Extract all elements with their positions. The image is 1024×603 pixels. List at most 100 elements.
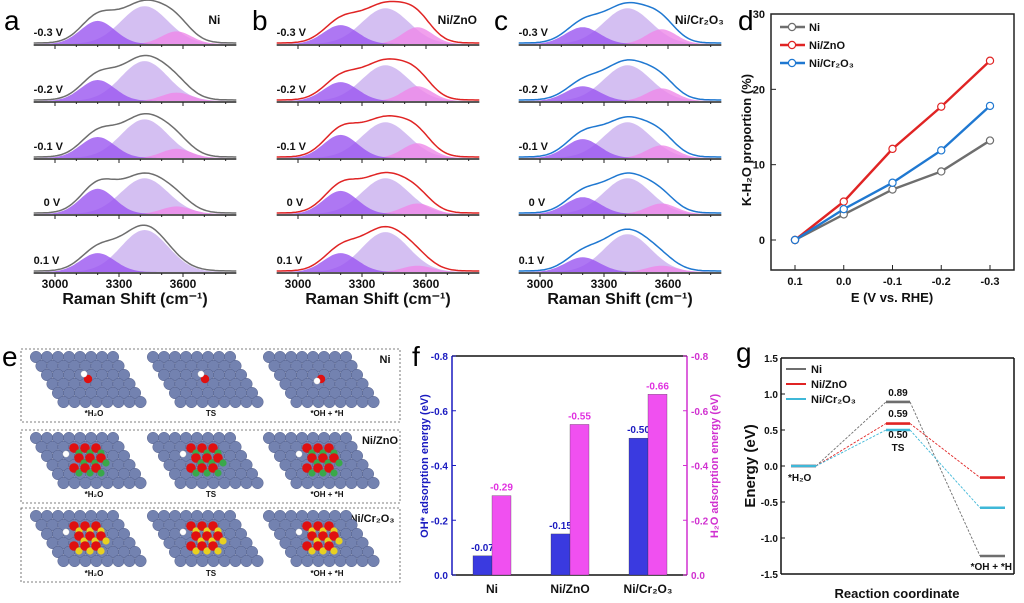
y-axis-title: K-H₂O proportion (%) bbox=[739, 74, 754, 206]
fitted-peak-2 bbox=[518, 8, 722, 45]
spectrum-line bbox=[518, 116, 722, 158]
ni-atom bbox=[134, 396, 147, 409]
connector-line bbox=[815, 429, 887, 467]
connector-line bbox=[909, 423, 981, 478]
legend-label: Ni bbox=[811, 364, 822, 376]
fitted-peak-2 bbox=[33, 61, 237, 101]
ni-atom bbox=[185, 477, 198, 490]
hydrogen-atom bbox=[179, 528, 187, 536]
oxygen-atom bbox=[302, 443, 312, 453]
oxygen-atom bbox=[329, 453, 339, 463]
oxygen-atom bbox=[313, 521, 323, 531]
oxygen-atom bbox=[213, 531, 223, 541]
ni-atom bbox=[356, 459, 369, 472]
ni-atom bbox=[90, 555, 103, 568]
hydrogen-atom bbox=[62, 528, 70, 536]
oxygen-atom bbox=[80, 463, 90, 473]
spectrum-line bbox=[518, 172, 722, 214]
legend-label: Ni/ZnO bbox=[811, 379, 847, 391]
oxygen-atom bbox=[302, 463, 312, 473]
ni-atom bbox=[240, 459, 253, 472]
ni-atom bbox=[57, 477, 70, 490]
ni-atom bbox=[90, 396, 103, 409]
ni-atom bbox=[117, 450, 130, 463]
ni-atom bbox=[123, 378, 136, 391]
ni-atom bbox=[112, 360, 125, 373]
panel-label-a: a bbox=[4, 5, 20, 36]
ni-atom bbox=[68, 477, 81, 490]
data-point bbox=[888, 178, 897, 187]
legend-marker bbox=[787, 22, 797, 32]
oxygen-atom bbox=[191, 453, 201, 463]
spectrum-line bbox=[276, 171, 480, 214]
ni-atom bbox=[174, 396, 187, 409]
panel-b: Ni/ZnO -0.3 V -0.2 V -0.1 V 0 V 0.1 V 3000 3300… bbox=[276, 0, 480, 308]
bar-value-label: -0.50 bbox=[627, 425, 650, 436]
x-tick-label: 3000 bbox=[527, 277, 554, 291]
fitted-peak-1 bbox=[33, 253, 237, 272]
spectrum-line bbox=[33, 172, 237, 214]
fitted-peak-2 bbox=[33, 6, 237, 44]
ni-atom bbox=[218, 555, 231, 568]
ni-atom bbox=[207, 477, 220, 490]
y-tick-label-right: -0.6 bbox=[691, 407, 709, 418]
ni-atom bbox=[128, 387, 141, 400]
chromium-atom bbox=[75, 547, 83, 555]
oxygen-atom bbox=[202, 453, 212, 463]
spectrum-line bbox=[518, 59, 722, 101]
oxygen-atom bbox=[197, 521, 207, 531]
ni-atom bbox=[112, 519, 125, 532]
bar-value-label: -0.15 bbox=[549, 521, 572, 532]
oxygen-atom bbox=[200, 374, 210, 384]
ni-atom bbox=[123, 555, 136, 568]
zinc-atom bbox=[75, 469, 83, 477]
zinc-atom bbox=[102, 459, 110, 467]
chromium-atom bbox=[203, 547, 211, 555]
ni-atom bbox=[229, 477, 242, 490]
panel-label-b: b bbox=[252, 5, 268, 36]
fitted-peak-2 bbox=[33, 178, 237, 214]
y-tick-label: 1.5 bbox=[764, 354, 778, 365]
zinc-atom bbox=[219, 459, 227, 467]
ni-atom bbox=[117, 369, 130, 382]
chromium-atom bbox=[219, 537, 227, 545]
data-point bbox=[839, 204, 848, 214]
voltage-label: 0.1 V bbox=[277, 255, 303, 267]
oxygen-atom bbox=[186, 463, 196, 473]
oxygen-atom bbox=[91, 541, 101, 551]
ni-atom bbox=[240, 537, 253, 550]
x-tick-label: 0.0 bbox=[836, 276, 851, 288]
ni-atom bbox=[234, 528, 247, 541]
ni-atom bbox=[345, 360, 358, 373]
fitted-peak-2 bbox=[518, 65, 722, 101]
y-tick-label-left: -0.8 bbox=[431, 352, 449, 363]
ni-atom bbox=[312, 555, 325, 568]
model-row-label: Ni/Cr₂O₃ bbox=[350, 513, 395, 525]
voltage-label: -0.3 V bbox=[34, 27, 64, 39]
ni-atom bbox=[240, 396, 253, 409]
oxygen-atom bbox=[208, 541, 218, 551]
oxygen-atom bbox=[318, 531, 328, 541]
h2o-adsorption-bar bbox=[491, 495, 512, 576]
voltage-label: 0 V bbox=[44, 197, 61, 209]
ni-atom bbox=[351, 528, 364, 541]
oxygen-atom bbox=[318, 453, 328, 463]
fitted-peak-3 bbox=[33, 92, 237, 101]
hydrogen-atom bbox=[62, 450, 70, 458]
ni-atom bbox=[245, 468, 258, 481]
ni-atom bbox=[218, 396, 231, 409]
voltage-label: -0.3 V bbox=[277, 27, 307, 39]
ni-atom bbox=[334, 477, 347, 490]
bar-value-label: -0.66 bbox=[646, 381, 669, 392]
h2o-adsorption-bar bbox=[647, 394, 668, 576]
oxygen-atom bbox=[91, 463, 101, 473]
annotation-ts: TS bbox=[892, 443, 905, 454]
y-axis-title: Energy (eV) bbox=[742, 424, 759, 507]
data-point bbox=[985, 136, 995, 145]
chromium-atom bbox=[192, 547, 200, 555]
oxygen-atom bbox=[91, 521, 101, 531]
ni-atom bbox=[101, 477, 114, 490]
y-tick-label-right: -0.4 bbox=[691, 462, 709, 473]
fitted-peak-1 bbox=[518, 257, 722, 272]
annotation-zno-ts: 0.59 bbox=[888, 409, 908, 420]
